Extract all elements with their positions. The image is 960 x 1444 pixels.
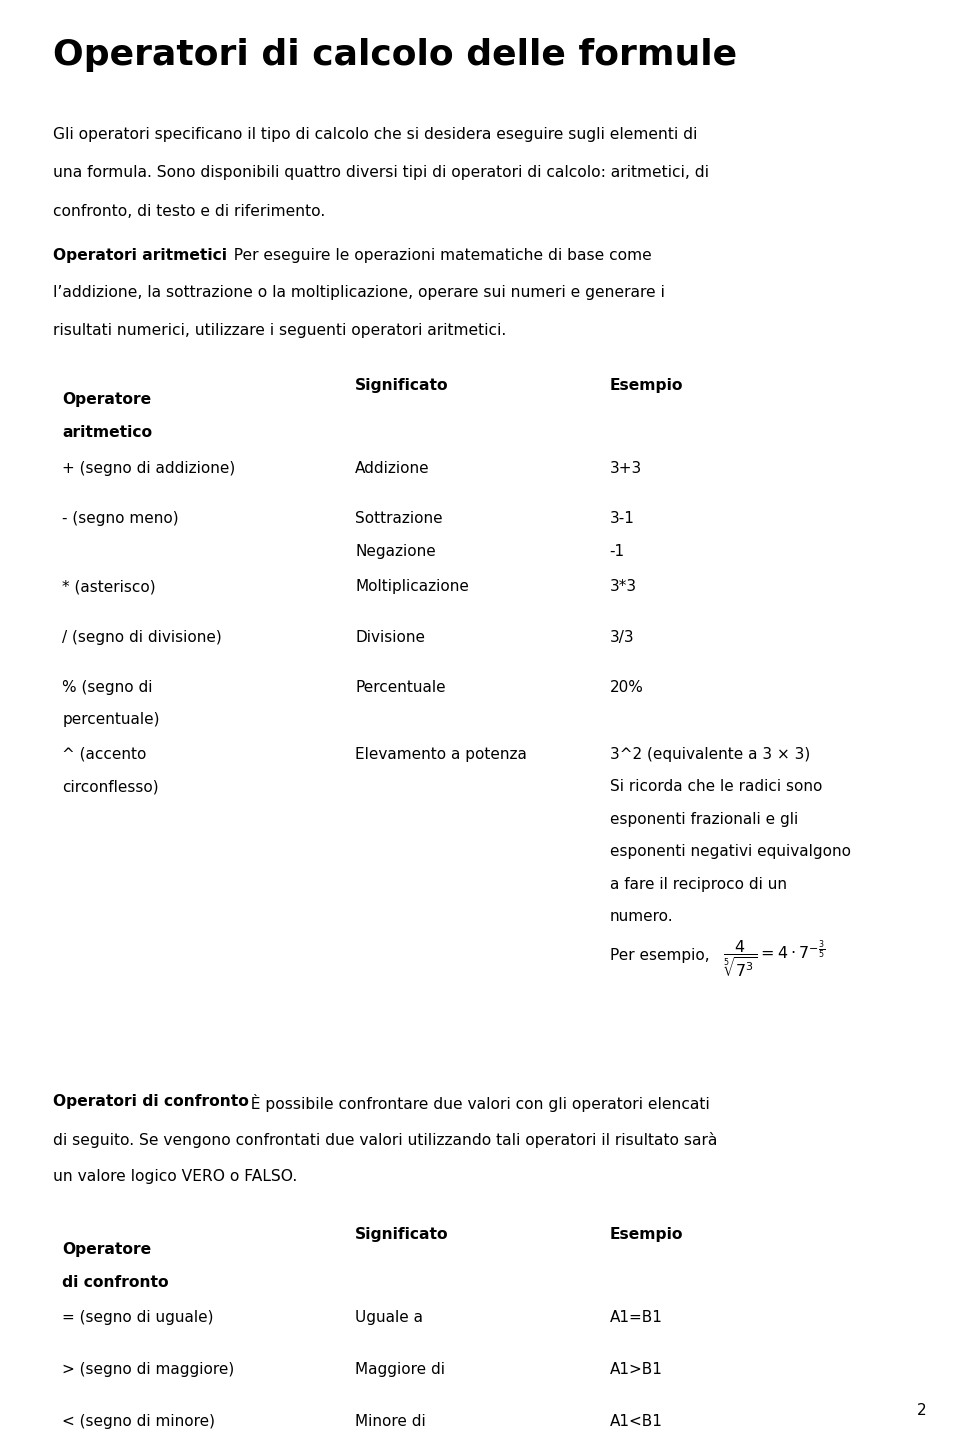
Text: Elevamento a potenza: Elevamento a potenza [355,747,527,761]
Text: % (segno di: % (segno di [62,680,153,695]
Text: Per eseguire le operazioni matematiche di base come: Per eseguire le operazioni matematiche d… [224,248,652,263]
Text: Significato: Significato [355,1227,449,1242]
Text: ^ (accento: ^ (accento [62,747,147,761]
Text: 3/3: 3/3 [610,630,635,644]
Text: numero.: numero. [610,910,673,924]
Text: Addizione: Addizione [355,461,430,475]
Text: A1=B1: A1=B1 [610,1310,662,1326]
Text: 3*3: 3*3 [610,579,636,595]
Text: Per esempio,: Per esempio, [610,949,709,963]
Text: Maggiore di: Maggiore di [355,1362,445,1378]
Text: di confronto: di confronto [62,1275,169,1289]
Text: Negazione: Negazione [355,543,436,559]
Text: 2: 2 [917,1404,926,1418]
Text: l’addizione, la sottrazione o la moltiplicazione, operare sui numeri e generare : l’addizione, la sottrazione o la moltipl… [53,286,664,300]
Text: un valore logico VERO o FALSO.: un valore logico VERO o FALSO. [53,1170,297,1184]
Text: $\dfrac{4}{\sqrt[5]{7^3}} = 4 \cdot 7^{-\frac{3}{5}}$: $\dfrac{4}{\sqrt[5]{7^3}} = 4 \cdot 7^{-… [723,939,826,979]
Text: a fare il reciproco di un: a fare il reciproco di un [610,877,786,891]
Text: Minore di: Minore di [355,1414,426,1430]
Text: Operatori di calcolo delle formule: Operatori di calcolo delle formule [53,38,737,72]
Text: Percentuale: Percentuale [355,680,445,695]
Text: / (segno di divisione): / (segno di divisione) [62,630,222,644]
Text: - (segno meno): - (segno meno) [62,511,179,526]
Text: Moltiplicazione: Moltiplicazione [355,579,469,595]
Text: Si ricorda che le radici sono: Si ricorda che le radici sono [610,780,822,794]
Text: = (segno di uguale): = (segno di uguale) [62,1310,214,1326]
Text: Esempio: Esempio [610,1227,684,1242]
Text: percentuale): percentuale) [62,712,160,728]
Text: una formula. Sono disponibili quattro diversi tipi di operatori di calcolo: arit: una formula. Sono disponibili quattro di… [53,166,708,180]
Text: risultati numerici, utilizzare i seguenti operatori aritmetici.: risultati numerici, utilizzare i seguent… [53,322,506,338]
Text: 3+3: 3+3 [610,461,642,475]
Text: Esempio: Esempio [610,378,684,393]
Text: Operatore: Operatore [62,1242,152,1258]
Text: Operatori aritmetici: Operatori aritmetici [53,248,227,263]
Text: circonflesso): circonflesso) [62,780,159,794]
Text: 20%: 20% [610,680,643,695]
Text: Gli operatori specificano il tipo di calcolo che si desidera eseguire sugli elem: Gli operatori specificano il tipo di cal… [53,127,697,142]
Text: Operatore: Operatore [62,393,152,407]
Text: Divisione: Divisione [355,630,425,644]
Text: Significato: Significato [355,378,449,393]
Text: di seguito. Se vengono confrontati due valori utilizzando tali operatori il risu: di seguito. Se vengono confrontati due v… [53,1132,717,1148]
Text: -1: -1 [610,543,625,559]
Text: esponenti negativi equivalgono: esponenti negativi equivalgono [610,845,851,859]
Text: È possibile confrontare due valori con gli operatori elencati: È possibile confrontare due valori con g… [241,1095,709,1112]
Text: A1>B1: A1>B1 [610,1362,662,1378]
Text: Sottrazione: Sottrazione [355,511,443,526]
Text: < (segno di minore): < (segno di minore) [62,1414,215,1430]
Text: Operatori di confronto: Operatori di confronto [53,1095,249,1109]
Text: esponenti frazionali e gli: esponenti frazionali e gli [610,812,798,826]
Text: + (segno di addizione): + (segno di addizione) [62,461,235,475]
Text: A1<B1: A1<B1 [610,1414,662,1430]
Text: > (segno di maggiore): > (segno di maggiore) [62,1362,234,1378]
Text: aritmetico: aritmetico [62,425,153,440]
Text: confronto, di testo e di riferimento.: confronto, di testo e di riferimento. [53,204,325,218]
Text: 3^2 (equivalente a 3 × 3): 3^2 (equivalente a 3 × 3) [610,747,810,761]
Text: * (asterisco): * (asterisco) [62,579,156,595]
Text: 3-1: 3-1 [610,511,635,526]
Text: Uguale a: Uguale a [355,1310,423,1326]
